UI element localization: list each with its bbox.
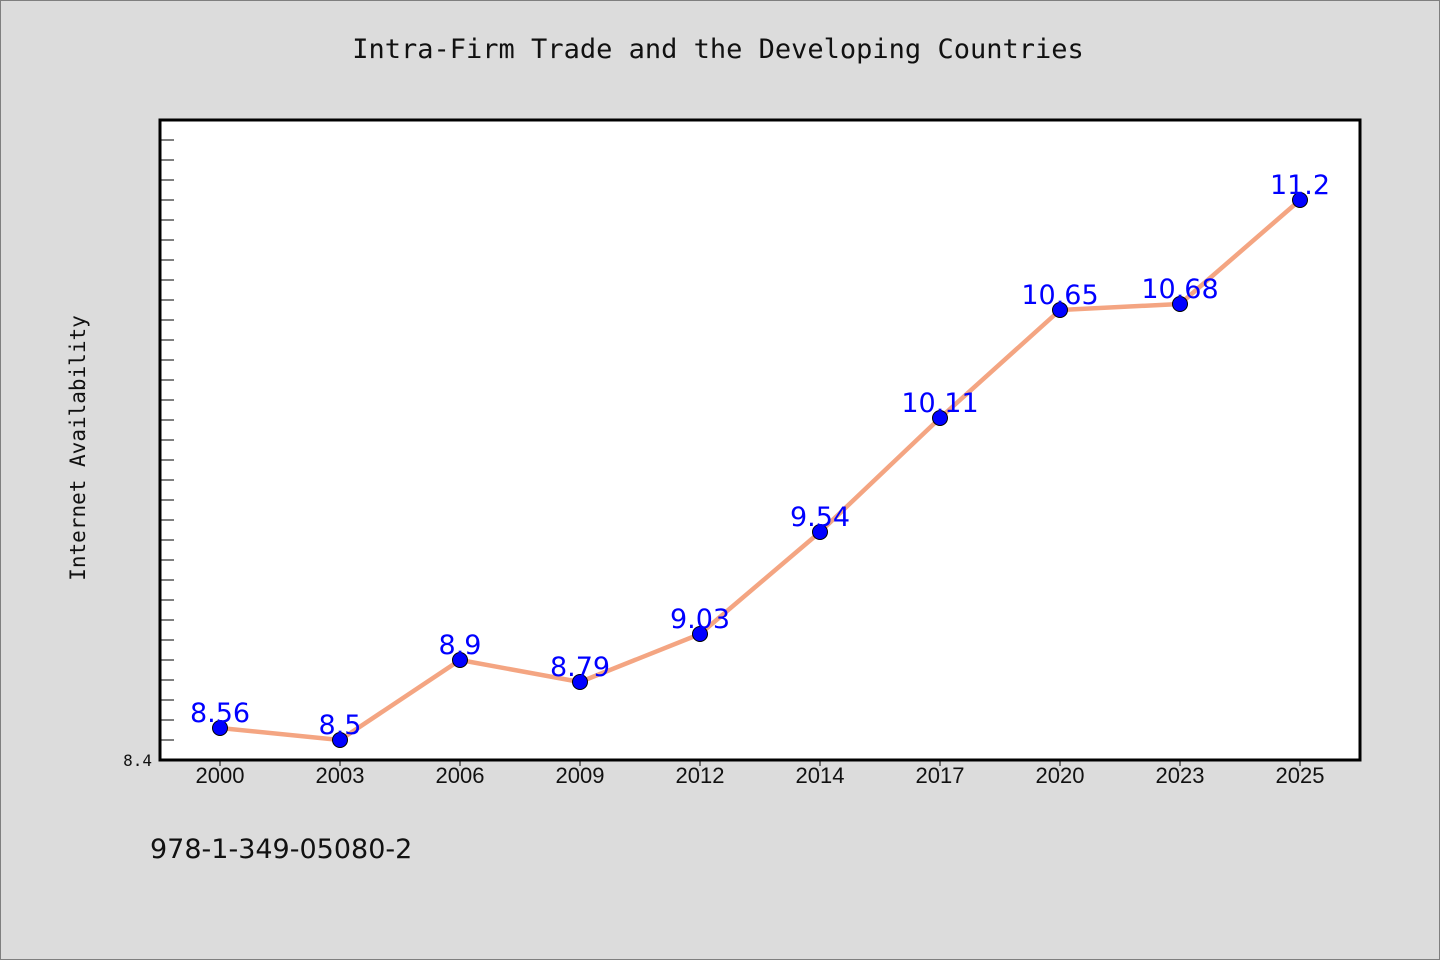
y-tick-label: 8.4 (123, 751, 152, 770)
x-tick-label: 2009 (556, 763, 605, 788)
x-tick-label: 2017 (916, 763, 965, 788)
data-point (812, 524, 828, 540)
data-labels: 8.56 8.5 8.9 8.79 9.03 9.54 10.11 10.65 10.68 11.… (190, 170, 1330, 741)
x-tick-label: 2023 (1156, 763, 1205, 788)
plot-area (158, 118, 1362, 762)
data-label: 10.65 (1021, 280, 1098, 311)
data-point (1172, 296, 1188, 312)
x-tick-label: 2000 (196, 763, 245, 788)
data-point (212, 720, 228, 736)
y-axis-ticks: 8.4 (123, 139, 174, 770)
data-label: 11.2 (1270, 170, 1330, 201)
data-point (932, 410, 948, 426)
data-label: 10.68 (1141, 274, 1218, 305)
data-points (212, 192, 1308, 748)
isbn-footer: 978-1-349-05080-2 (150, 834, 413, 865)
data-label: 8.9 (439, 630, 482, 661)
x-tick-label: 2006 (436, 763, 485, 788)
x-tick-label: 2014 (796, 763, 845, 788)
data-label: 9.03 (670, 604, 730, 635)
data-point (1052, 302, 1068, 318)
data-label: 8.5 (319, 710, 362, 741)
data-label: 9.54 (790, 502, 850, 533)
x-tick-label: 2012 (676, 763, 725, 788)
data-point (1292, 192, 1308, 208)
y-axis-label: Internet Availability (66, 315, 90, 581)
x-tick-label: 2020 (1036, 763, 1085, 788)
series-line (219, 198, 1302, 743)
chart-title: Intra-Firm Trade and the Developing Coun… (352, 34, 1084, 65)
data-label: 8.56 (190, 698, 250, 729)
x-tick-label: 2003 (316, 763, 365, 788)
data-point (332, 732, 348, 748)
data-point (692, 626, 708, 642)
data-point (572, 674, 588, 690)
data-label: 8.79 (550, 652, 610, 683)
data-point (452, 652, 468, 668)
x-axis: 2000 2003 2006 2009 2012 2014 2017 2020 2023 2025 (196, 760, 1325, 788)
x-tick-label: 2025 (1276, 763, 1325, 788)
data-label: 10.11 (901, 388, 978, 419)
